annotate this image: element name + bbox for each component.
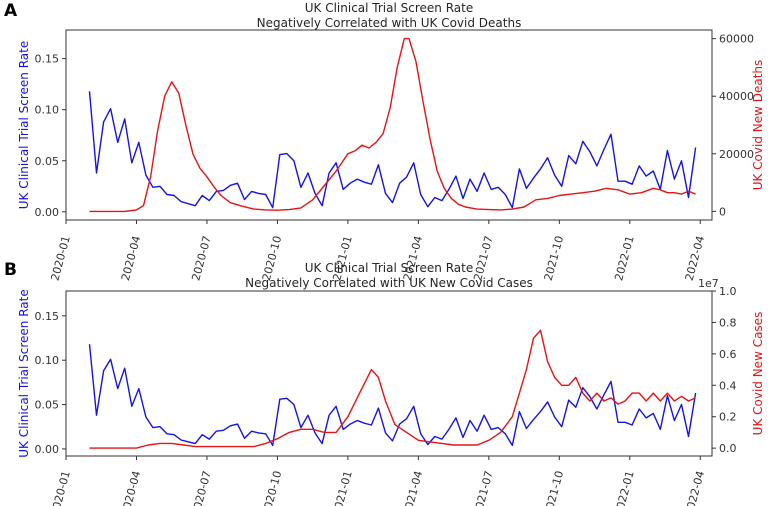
- covid-series-line: [89, 329, 696, 449]
- y-right-tick-label: 60000: [719, 33, 754, 46]
- plot-frame: [65, 290, 713, 457]
- y-left-tick-label: 0.05: [35, 155, 60, 168]
- x-tick-label: 2021-10: [542, 234, 566, 282]
- x-tick-label: 2020-01: [48, 469, 72, 506]
- panel-label-b: B: [4, 260, 17, 280]
- y-right-tick-label: 0.2: [719, 411, 737, 424]
- x-tick-label: 2022-01: [612, 234, 636, 282]
- screen-rate-series-line: [88, 344, 697, 447]
- y-left-axis-label: UK Clinical Trial Screen Rate: [17, 41, 31, 209]
- chart-subtitle-a: Negatively Correlated with UK Covid Deat…: [257, 16, 522, 30]
- x-tick-label: 2020-07: [189, 234, 213, 282]
- y-left-tick-label: 0.10: [35, 354, 60, 367]
- chart-panel-a: A UK Clinical Trial Screen Rate Negative…: [4, 1, 765, 282]
- x-tick-label: 2022-04: [683, 469, 707, 506]
- y-right-tick-label: 0.6: [719, 348, 737, 361]
- x-tick-label: 2021-01: [330, 469, 354, 506]
- x-tick-label: 2021-01: [330, 234, 354, 282]
- x-tick-label: 2020-01: [48, 234, 72, 282]
- y-right-scale-label: 1e7: [698, 277, 719, 290]
- y-left-tick-label: 0.10: [35, 104, 60, 117]
- plot-area-b: 2020-01 2020-04 2020-07 2020-10 2021-01 2021-…: [17, 277, 765, 506]
- x-tick-label: 2020-07: [189, 469, 213, 506]
- y-left-tick-label: 0.05: [35, 399, 60, 412]
- screen-rate-series-line: [88, 91, 697, 209]
- x-tick-label: 2020-04: [119, 469, 143, 506]
- covid-series-line: [89, 37, 696, 213]
- panel-label-a: A: [4, 1, 18, 21]
- y-right-tick-label: 0.8: [719, 316, 737, 329]
- x-tick-label: 2020-04: [119, 234, 143, 282]
- y-left-tick-label: 0.00: [35, 443, 60, 456]
- x-tick-label: 2022-01: [612, 469, 636, 506]
- y-right-axis-label: UK Covid New Cases: [751, 312, 765, 436]
- y-left-tick-label: 0.15: [35, 53, 60, 66]
- x-tick-label: 2021-10: [542, 469, 566, 506]
- x-tick-label: 2020-10: [260, 469, 284, 506]
- chart-subtitle-b: Negatively Correlated with UK New Covid …: [245, 276, 533, 290]
- chart-title-b: UK Clinical Trial Screen Rate: [305, 261, 473, 275]
- y-right-tick-label: 40000: [719, 90, 754, 103]
- y-right-tick-label: 0.0: [719, 442, 737, 455]
- chart-panel-b: B UK Clinical Trial Screen Rate Negative…: [4, 260, 765, 506]
- chart-title-a: UK Clinical Trial Screen Rate: [305, 1, 473, 15]
- y-right-axis-label: UK Covid New Deaths: [751, 60, 765, 191]
- x-tick-label: 2021-07: [471, 469, 495, 506]
- x-tick-label: 2021-07: [471, 234, 495, 282]
- y-right-tick-label: 1.0: [719, 285, 737, 298]
- y-right-tick-label: 0.4: [719, 379, 737, 392]
- x-tick-label: 2021-04: [401, 234, 425, 282]
- x-tick-label: 2021-04: [401, 469, 425, 506]
- y-left-axis-label: UK Clinical Trial Screen Rate: [17, 289, 31, 457]
- y-left-tick-label: 0.00: [35, 206, 60, 219]
- x-tick-label: 2020-10: [260, 234, 284, 282]
- x-tick-label: 2022-04: [683, 234, 707, 282]
- y-left-tick-label: 0.15: [35, 310, 60, 323]
- plot-frame: [65, 29, 713, 221]
- y-right-tick-label: 20000: [719, 148, 754, 161]
- plot-area-a: 2020-01 2020-04 2020-07 2020-10 2021-01 2021-…: [17, 29, 765, 282]
- y-right-tick-label: 0: [719, 205, 726, 218]
